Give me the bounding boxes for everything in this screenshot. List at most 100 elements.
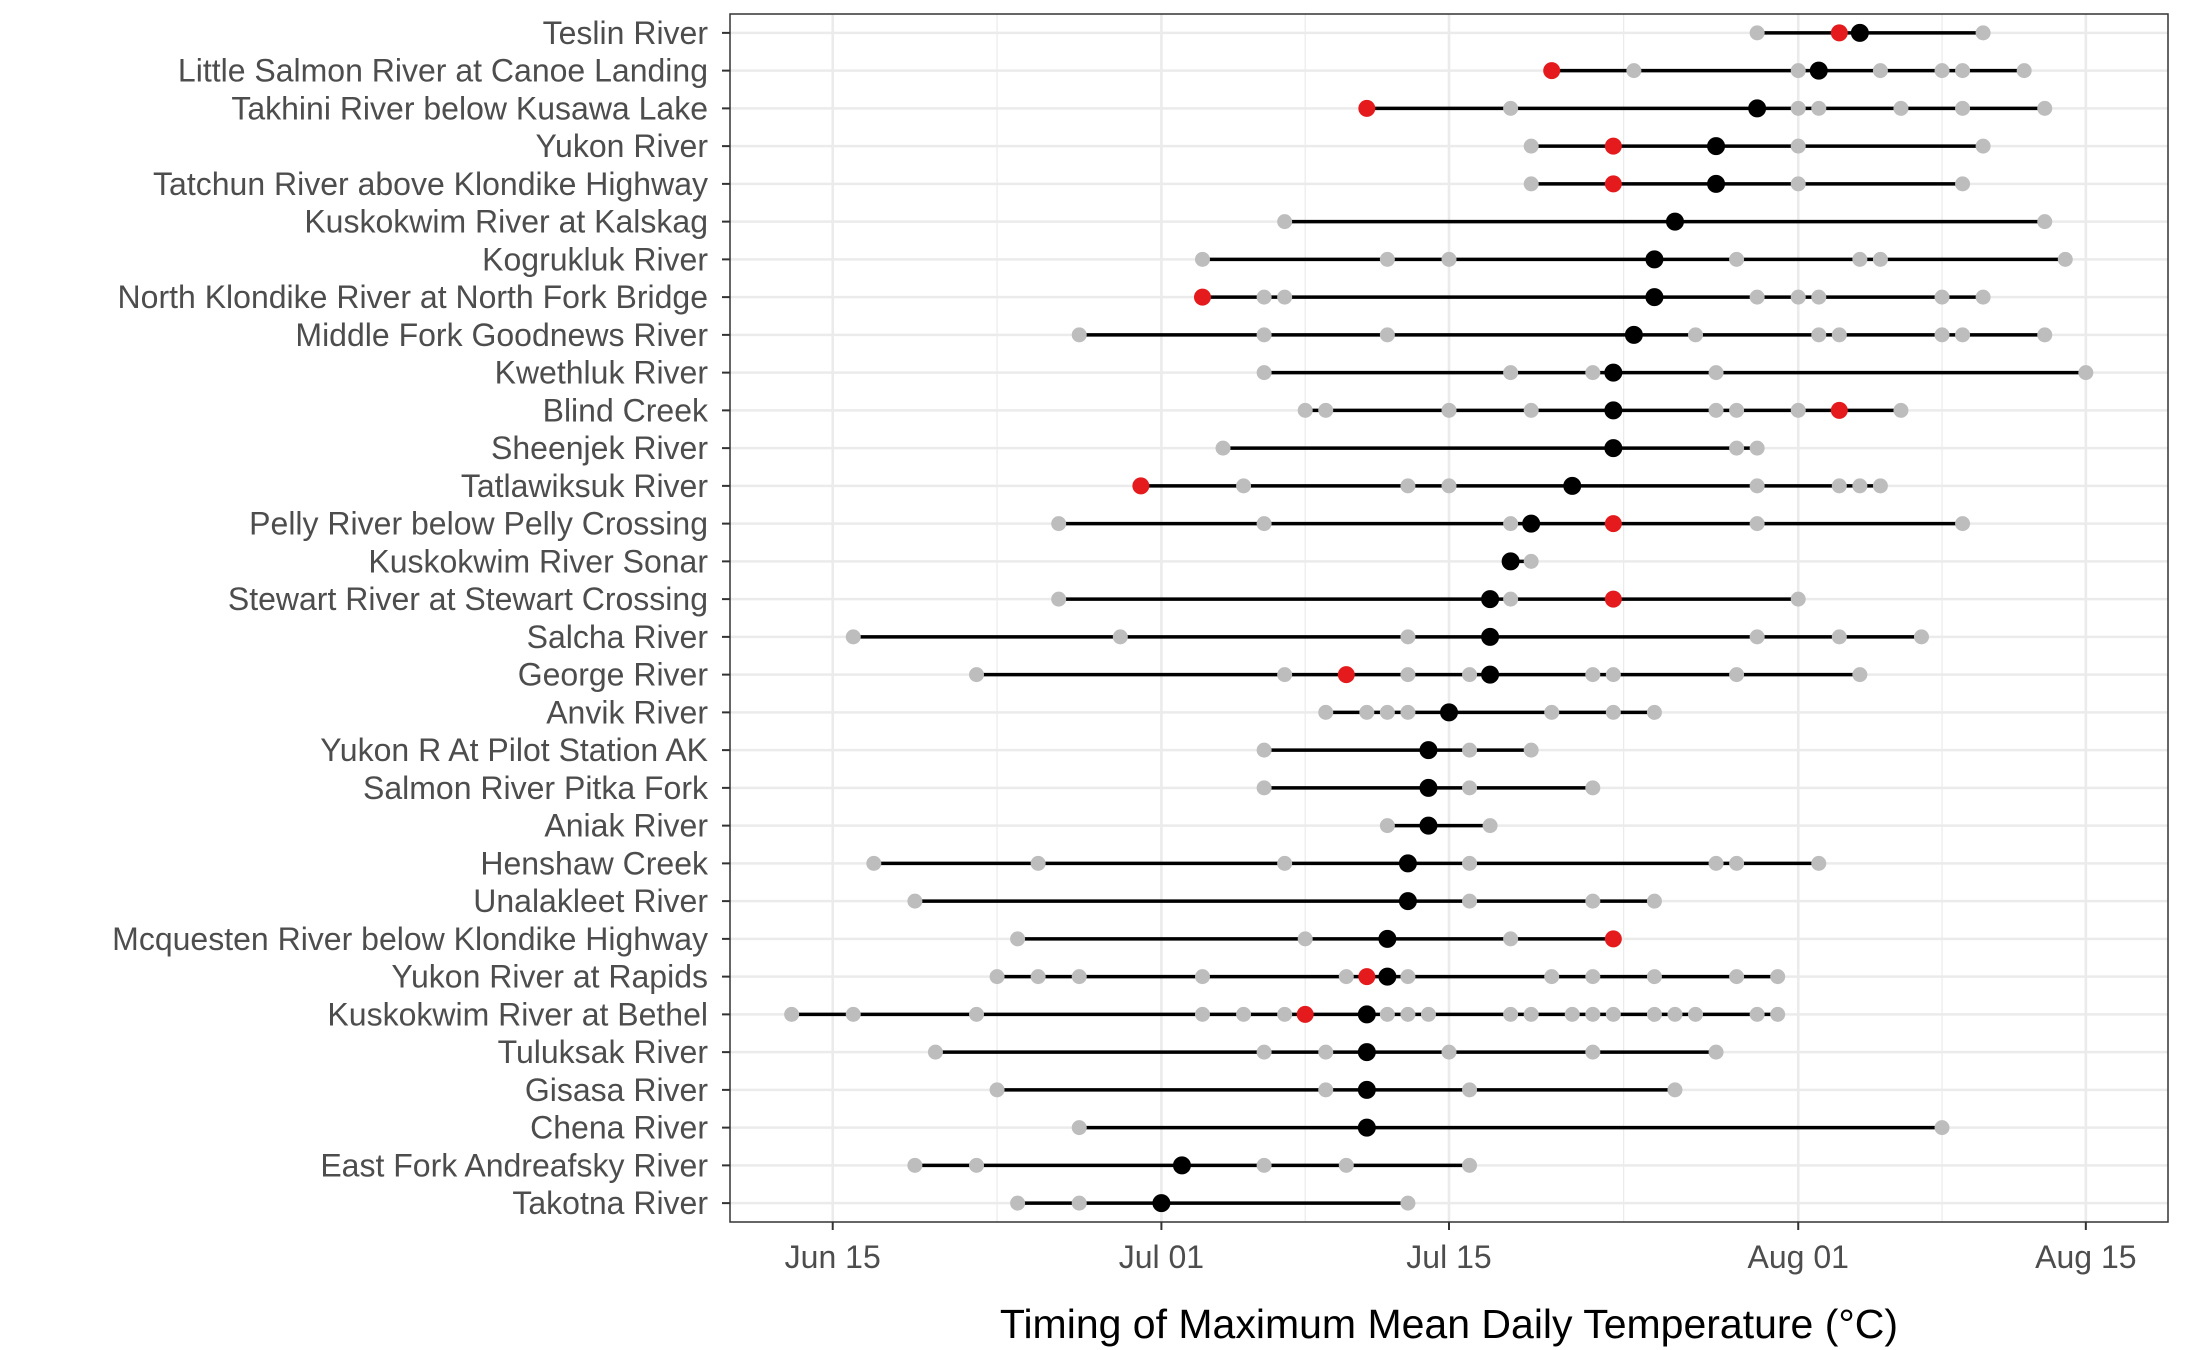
year-point	[1071, 327, 1087, 343]
river-row	[1051, 590, 1806, 609]
median-point	[1398, 892, 1417, 911]
year-point	[1605, 704, 1621, 720]
median-point	[1604, 363, 1623, 382]
year-point	[1215, 440, 1231, 456]
highlight-point	[1830, 24, 1848, 42]
highlight-point	[1296, 1005, 1314, 1023]
year-point	[1277, 667, 1293, 683]
year-point	[1318, 1082, 1334, 1098]
year-point	[1379, 327, 1395, 343]
median-point	[1357, 1118, 1376, 1137]
year-point	[866, 855, 882, 871]
river-row	[1194, 250, 2073, 269]
median-point	[1419, 741, 1438, 760]
year-point	[1503, 591, 1519, 607]
year-point	[1585, 893, 1601, 909]
median-point	[1481, 590, 1500, 609]
year-point	[969, 667, 985, 683]
year-point	[1605, 1006, 1621, 1022]
year-point	[1790, 591, 1806, 607]
year-point	[1462, 742, 1478, 758]
year-point	[1400, 629, 1416, 645]
year-point	[1441, 251, 1457, 267]
year-point	[1400, 478, 1416, 494]
river-row	[1215, 439, 1765, 458]
year-point	[1749, 25, 1765, 41]
x-axis-title: Timing of Maximum Mean Daily Temperature…	[1000, 1301, 1898, 1347]
year-point	[1523, 402, 1539, 418]
year-point	[1277, 289, 1293, 305]
median-point	[1501, 552, 1520, 571]
year-point	[1872, 478, 1888, 494]
year-point	[1359, 704, 1375, 720]
river-row	[866, 854, 1827, 873]
y-tick-label: East Fork Andreafsky River	[320, 1147, 708, 1183]
year-point	[1585, 1044, 1601, 1060]
series-layer	[784, 23, 2094, 1213]
river-row	[1071, 325, 2053, 344]
year-point	[1749, 516, 1765, 532]
median-point	[1357, 1043, 1376, 1062]
year-point	[1729, 855, 1745, 871]
year-point	[1010, 931, 1026, 947]
year-point	[1708, 1044, 1724, 1060]
year-point	[1010, 1195, 1026, 1211]
year-point	[1277, 1006, 1293, 1022]
year-point	[1051, 516, 1067, 532]
year-point	[1420, 1006, 1436, 1022]
median-point	[1378, 967, 1397, 986]
river-row	[1193, 288, 1991, 307]
river-row	[1501, 552, 1539, 571]
year-point	[1688, 327, 1704, 343]
river-row	[1071, 1118, 1950, 1137]
y-tick-label: Aniak River	[544, 808, 708, 844]
year-point	[989, 1082, 1005, 1098]
year-point	[1462, 855, 1478, 871]
median-point	[1563, 476, 1582, 495]
year-point	[1379, 704, 1395, 720]
year-point	[1975, 25, 1991, 41]
year-point	[2078, 365, 2094, 381]
year-point	[989, 969, 1005, 985]
median-point	[1604, 439, 1623, 458]
year-point	[1667, 1082, 1683, 1098]
year-point	[2037, 214, 2053, 230]
year-point	[1934, 63, 1950, 79]
year-point	[1236, 478, 1252, 494]
year-point	[1749, 289, 1765, 305]
year-point	[1585, 969, 1601, 985]
year-point	[2037, 327, 2053, 343]
year-point	[1729, 969, 1745, 985]
year-point	[1852, 667, 1868, 683]
year-point	[1071, 1120, 1087, 1136]
year-point	[1297, 402, 1313, 418]
year-point	[845, 629, 861, 645]
x-tick-label: Aug 01	[1748, 1239, 1849, 1275]
y-tick-label: Kuskokwim River at Bethel	[327, 996, 708, 1032]
y-tick-label: Tatlawiksuk River	[461, 468, 709, 504]
year-point	[1585, 780, 1601, 796]
river-row	[1523, 174, 1971, 193]
year-point	[1256, 1044, 1272, 1060]
median-point	[1419, 778, 1438, 797]
year-point	[1379, 818, 1395, 834]
year-point	[1646, 969, 1662, 985]
year-point	[1934, 289, 1950, 305]
year-point	[969, 1006, 985, 1022]
year-point	[1955, 100, 1971, 116]
y-tick-label: Middle Fork Goodnews River	[295, 317, 708, 353]
year-point	[1790, 176, 1806, 192]
year-point	[1256, 742, 1272, 758]
median-point	[1357, 1005, 1376, 1024]
x-axis: Jun 15 Jul 01 Jul 15 Aug 01 Aug 15	[785, 1222, 2137, 1275]
river-row	[1318, 703, 1662, 722]
median-point	[1172, 1156, 1191, 1175]
y-tick-label: Takhini River below Kusawa Lake	[231, 90, 708, 126]
year-point	[1893, 100, 1909, 116]
year-point	[1194, 969, 1210, 985]
year-point	[1893, 402, 1909, 418]
river-row	[1256, 741, 1539, 760]
year-point	[1934, 327, 1950, 343]
year-point	[1462, 893, 1478, 909]
